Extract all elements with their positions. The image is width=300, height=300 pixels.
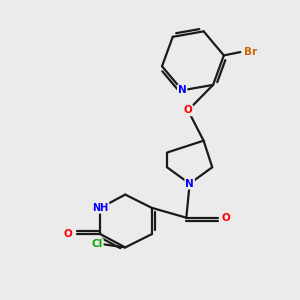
Text: Cl: Cl (92, 239, 103, 249)
Text: NH: NH (92, 203, 109, 213)
Text: N: N (178, 85, 187, 95)
Text: Br: Br (244, 47, 257, 57)
Text: N: N (185, 179, 194, 189)
Text: O: O (222, 213, 230, 223)
Text: O: O (184, 105, 192, 116)
Text: O: O (64, 229, 73, 239)
